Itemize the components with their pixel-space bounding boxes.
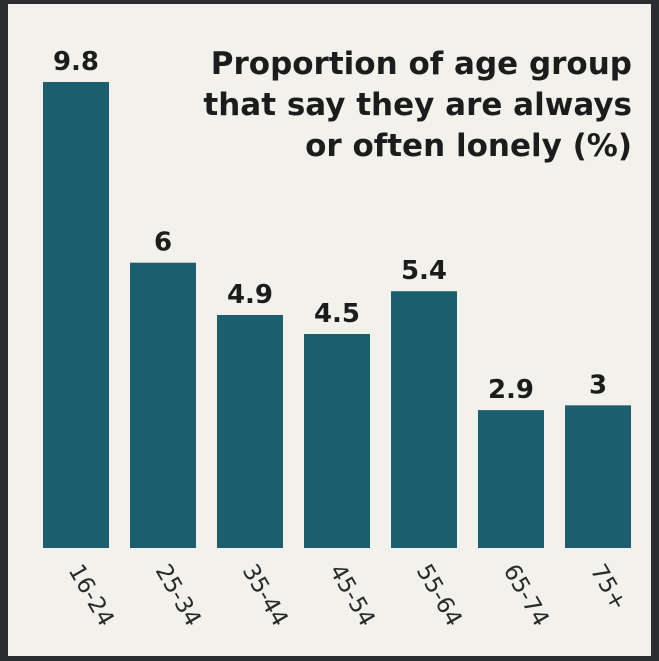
chart-title-line: or often lonely (%) xyxy=(305,128,632,164)
value-label-45-54: 4.5 xyxy=(314,299,360,329)
chart-title-line: Proportion of age group xyxy=(211,46,632,82)
x-tick-label-65-74: 65-74 xyxy=(498,560,554,631)
bar-35-44 xyxy=(217,315,283,548)
bar-25-34 xyxy=(130,262,196,548)
value-label-16-24: 9.8 xyxy=(53,47,99,77)
chart-title: Proportion of age group that say they ar… xyxy=(203,46,632,164)
value-label-25-34: 6 xyxy=(154,228,172,258)
bar-chart: Proportion of age group that say they ar… xyxy=(43,46,632,631)
x-tick-label-35-44: 35-44 xyxy=(237,560,293,631)
x-axis-labels: 16-24 25-34 35-44 45-54 55-64 65-74 75+ xyxy=(63,560,632,631)
bar-75+ xyxy=(565,405,631,548)
x-tick-label-16-24: 16-24 xyxy=(63,560,119,631)
bar-45-54 xyxy=(304,334,370,548)
bar-series xyxy=(43,82,631,548)
value-label-65-74: 2.9 xyxy=(488,375,534,405)
chart-frame: Proportion of age group that say they ar… xyxy=(8,4,651,656)
value-label-55-64: 5.4 xyxy=(401,256,447,286)
bar-16-24 xyxy=(43,82,109,548)
bar-55-64 xyxy=(391,291,457,548)
x-tick-label-55-64: 55-64 xyxy=(411,560,467,631)
bar-65-74 xyxy=(478,410,544,548)
x-tick-label-25-34: 25-34 xyxy=(150,560,206,631)
x-tick-label-45-54: 45-54 xyxy=(324,560,380,631)
x-tick-label-75+: 75+ xyxy=(585,560,632,615)
value-label-75+: 3 xyxy=(589,370,607,400)
chart-title-line: that say they are always xyxy=(203,87,632,123)
value-labels: 9.8 6 4.9 4.5 5.4 2.9 3 xyxy=(53,47,607,405)
value-label-35-44: 4.9 xyxy=(227,280,273,310)
